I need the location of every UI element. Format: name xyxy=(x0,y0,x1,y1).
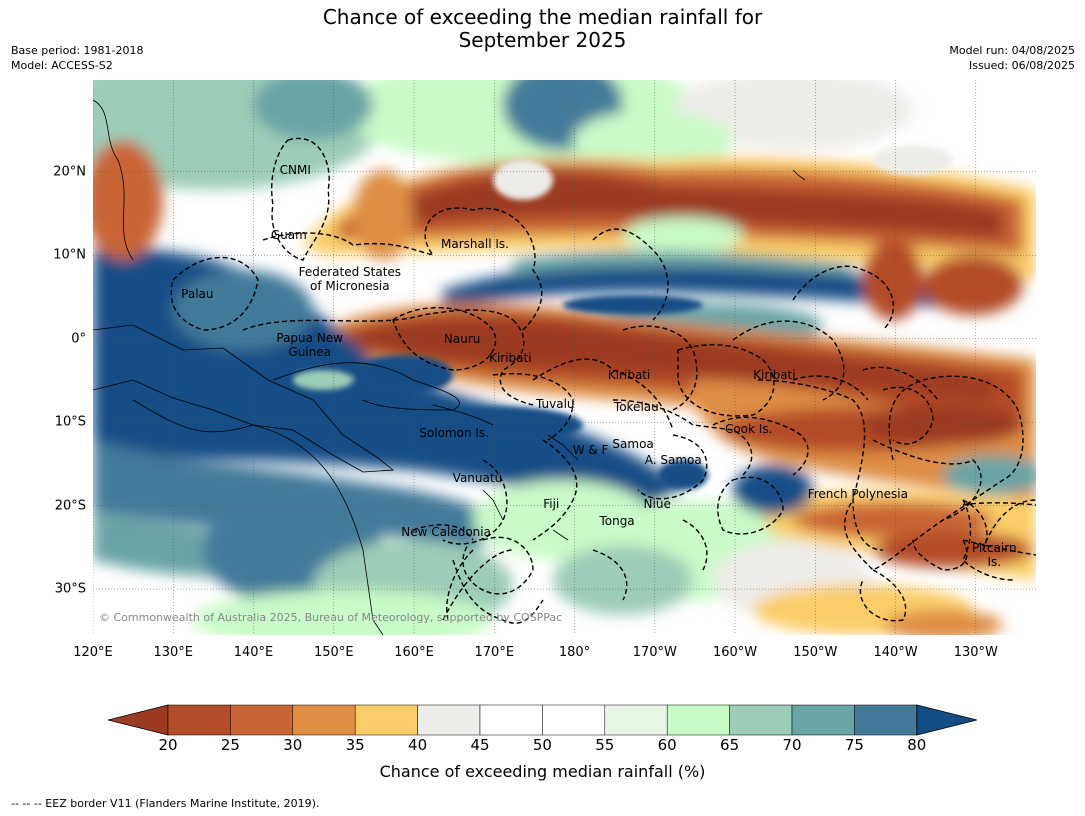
colorbar-tick-label: 45 xyxy=(470,736,490,754)
colorbar-segment xyxy=(292,704,356,736)
region-label: New Caledonia xyxy=(401,524,491,539)
colorbar-segment xyxy=(854,704,918,736)
colorbar-segment xyxy=(791,704,855,736)
colorbar-segment xyxy=(729,704,793,736)
region-label: French Polynesia xyxy=(807,486,908,501)
region-label: Pitcairn Is. xyxy=(971,540,1017,569)
region-label: Palau xyxy=(181,287,214,302)
latitude-label: 10°N xyxy=(53,247,86,263)
longitude-label: 150°W xyxy=(793,645,838,660)
latitude-label: 30°S xyxy=(54,581,86,597)
region-label: Tokelau xyxy=(613,400,659,415)
longitude-label: 140°W xyxy=(873,645,918,660)
region-label: CNMI xyxy=(279,163,311,178)
latitude-label: 20°N xyxy=(53,164,86,180)
colorbar-segment xyxy=(479,704,543,736)
region-label: Cook Is. xyxy=(724,421,773,436)
longitude-label: 130°E xyxy=(153,645,194,660)
region-label: Kiribati xyxy=(607,367,651,382)
colorbar-tick-label: 60 xyxy=(657,736,677,754)
longitude-label: 120°E xyxy=(73,645,113,660)
region-label: Federated States of Micronesia xyxy=(298,264,402,293)
longitude-label: 170°W xyxy=(632,645,677,660)
colorbar-segment xyxy=(417,704,481,736)
region-label: Kiribati xyxy=(489,350,532,365)
copyright-notice: © Commonwealth of Australia 2025, Bureau… xyxy=(99,611,563,624)
region-label: Marshall Is. xyxy=(441,237,509,252)
colorbar-tick-label: 75 xyxy=(844,736,864,754)
colorbar-tick-label: 80 xyxy=(907,736,927,754)
colorbar-extend-high xyxy=(916,704,977,736)
colorbar-tick-label: 50 xyxy=(532,736,552,754)
colorbar-tick-label: 30 xyxy=(283,736,303,754)
region-label: Fiji xyxy=(543,496,560,511)
region-label: Papua New Guinea xyxy=(276,330,343,359)
longitude-label: 150°E xyxy=(314,645,354,660)
latitude-label: 10°S xyxy=(54,414,86,430)
region-label: W & F xyxy=(572,442,609,457)
longitude-label: 140°E xyxy=(233,645,274,660)
region-label: A. Samoa xyxy=(644,452,702,467)
colorbar-tick-label: 40 xyxy=(408,736,428,754)
colorbar-tick-label: 25 xyxy=(220,736,240,754)
region-label: Solomon Is. xyxy=(419,426,489,441)
colorbar-segment xyxy=(604,704,668,736)
longitude-label: 130°W xyxy=(953,645,998,660)
latitude-label: 0° xyxy=(71,331,86,347)
region-label: Tuvalu xyxy=(536,396,575,411)
colorbar-segment xyxy=(167,704,231,736)
longitude-label: 160°E xyxy=(394,645,434,660)
region-label: Tonga xyxy=(599,513,635,528)
region-label: Niue xyxy=(643,496,671,511)
region-label: Guam xyxy=(270,228,307,243)
rainfall-map[interactable]: CNMI Guam Marshall Is. Federated States of … xyxy=(93,80,1036,635)
map-canvas xyxy=(93,80,1036,635)
eez-borders xyxy=(170,137,1036,624)
colorbar-tick-label: 55 xyxy=(595,736,615,754)
region-label: Kiribati xyxy=(753,367,796,382)
colorbar-segment xyxy=(666,704,730,736)
latitude-label: 20°S xyxy=(54,498,86,514)
longitude-label: 170°E xyxy=(474,645,515,660)
colorbar-segment xyxy=(230,704,294,736)
colorbar-extend-low xyxy=(107,704,169,736)
colorbar-label: Chance of exceeding median rainfall (%) xyxy=(379,762,706,781)
base-period-model-info: Base period: 1981-2018 Model: ACCESS-S2 xyxy=(11,44,144,72)
region-label: Samoa xyxy=(612,436,654,451)
colorbar-tick-label: 35 xyxy=(345,736,365,754)
colorbar-segment xyxy=(542,704,606,736)
model-run-issued-info: Model run: 04/08/2025 Issued: 06/08/2025 xyxy=(949,44,1075,72)
colorbar-tick-label: 65 xyxy=(720,736,740,754)
longitude-label: 180° xyxy=(558,645,591,660)
region-label: Vanuatu xyxy=(452,471,503,486)
map-title: Chance of exceeding the median rainfall … xyxy=(322,5,763,52)
longitude-label: 160°W xyxy=(712,645,758,660)
colorbar-segment xyxy=(354,704,418,736)
colorbar-tick-label: 20 xyxy=(158,736,178,754)
region-label: Nauru xyxy=(443,331,481,346)
colorbar xyxy=(107,704,977,736)
colorbar-tick-label: 70 xyxy=(782,736,802,754)
eez-footnote: -- -- -- EEZ border V11 (Flanders Marine… xyxy=(11,797,320,810)
coastlines xyxy=(93,99,806,635)
rainfall-detail xyxy=(293,145,953,490)
